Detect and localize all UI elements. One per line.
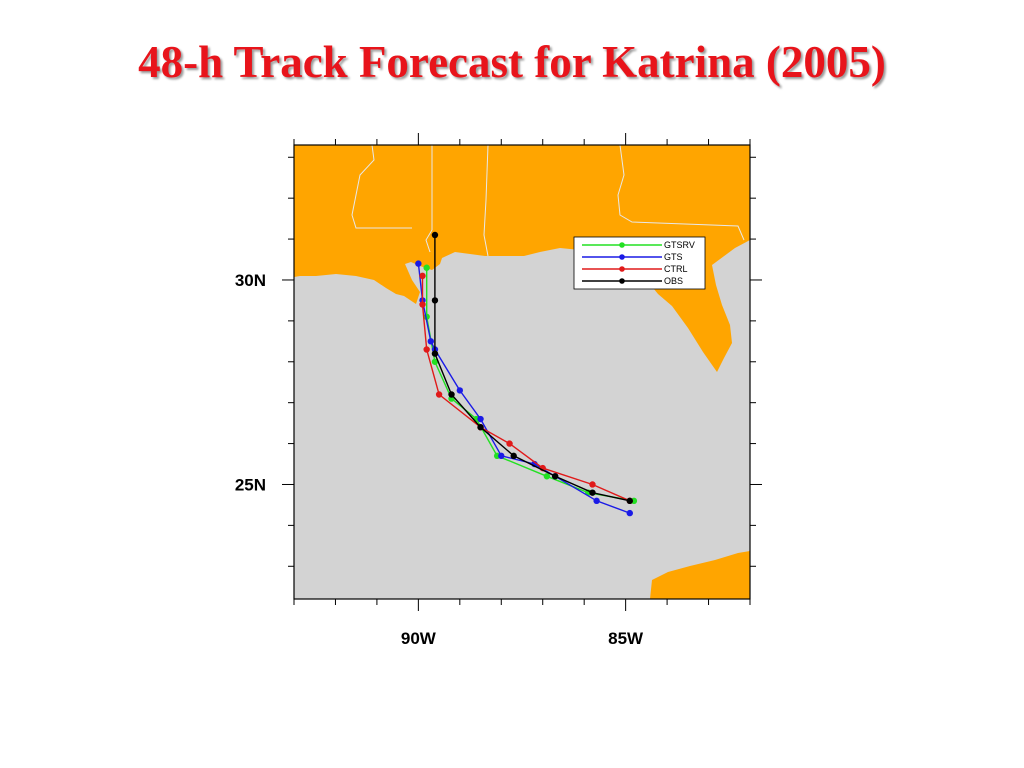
track-point-obs [589, 489, 596, 496]
track-point-ctrl [435, 391, 443, 398]
legend-label-ctrl: CTRL [664, 264, 688, 274]
track-point-gts [415, 260, 422, 267]
slide-title: 48-h Track Forecast for Katrina (2005) [138, 37, 886, 87]
x-tick-label: 90W [401, 629, 437, 648]
track-point-gtsrv [431, 358, 439, 365]
forecast-tracks [415, 231, 638, 517]
track-point-obs [448, 391, 455, 398]
track-point-ctrl [419, 301, 426, 308]
axis-ticks [282, 133, 762, 611]
legend-marker-obs [619, 278, 625, 284]
track-point-obs [431, 297, 439, 304]
track-point-ctrl [506, 440, 513, 447]
legend-label-gts: GTS [664, 252, 683, 262]
track-point-ctrl [589, 481, 596, 488]
track-point-gts [427, 338, 434, 345]
track-obs [431, 231, 633, 505]
y-tick-label: 30N [235, 271, 266, 290]
track-point-gts [477, 415, 484, 423]
legend-marker-ctrl [619, 266, 625, 272]
axis-tick-labels: 90W 85W 30N 25N [235, 271, 644, 648]
legend-marker-gtsrv [619, 242, 625, 248]
track-point-gtsrv [543, 473, 551, 480]
track-point-ctrl [419, 272, 426, 280]
track-point-obs [477, 424, 484, 431]
track-point-obs [626, 497, 633, 505]
x-tick-label: 85W [608, 629, 644, 648]
y-tick-label: 25N [235, 475, 266, 494]
track-point-gts [626, 509, 633, 517]
plot-frame [293, 144, 751, 600]
track-point-gts [498, 452, 505, 460]
track-point-obs [431, 350, 439, 357]
track-point-gts [593, 497, 600, 505]
track-point-gtsrv [423, 264, 430, 271]
track-point-obs [551, 473, 559, 480]
legend-label-obs: OBS [664, 276, 683, 286]
legend-label-gtsrv: GTSRV [664, 240, 695, 250]
track-point-obs [431, 231, 439, 239]
track-point-gts [456, 387, 464, 394]
legend-marker-gts [619, 254, 625, 260]
land-gulf-coast [294, 145, 750, 372]
track-point-obs [510, 452, 517, 460]
legend: GTSRV GTS CTRL OBS [573, 236, 706, 290]
land-cuba [650, 551, 750, 599]
track-point-ctrl [423, 346, 430, 353]
state-borders [351, 145, 745, 257]
